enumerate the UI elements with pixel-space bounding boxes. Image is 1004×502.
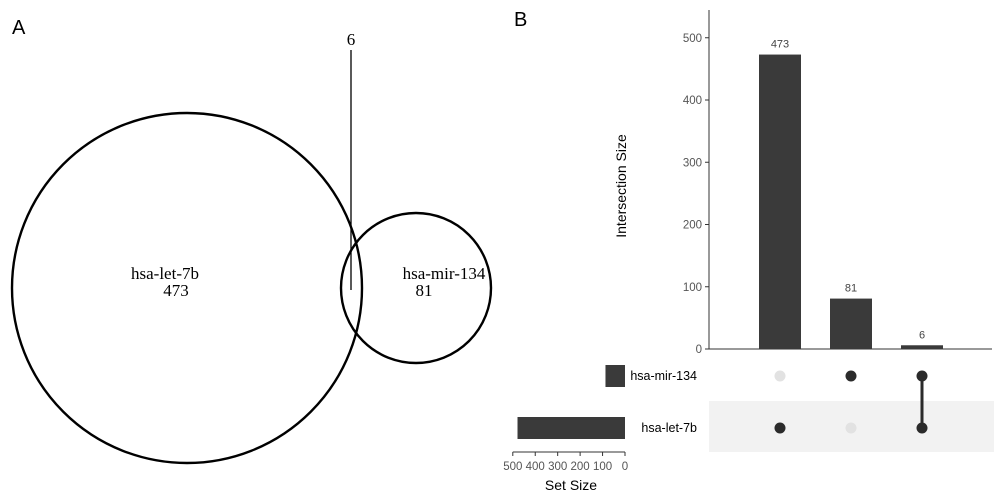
intersection-bar — [830, 298, 872, 349]
intersection-bar — [901, 345, 943, 349]
intersection-bar-label: 473 — [771, 39, 789, 51]
venn-set-name-mir-134: hsa-mir-134 — [403, 264, 486, 283]
panel-b-label: B — [514, 9, 527, 31]
y-tick-label: 300 — [683, 157, 702, 169]
y-axis-title: Intersection Size — [613, 134, 629, 238]
y-tick-label: 400 — [683, 95, 702, 107]
intersection-bar-label: 81 — [845, 283, 857, 295]
set-size-bar — [605, 365, 625, 387]
set-size-tick-label: 200 — [571, 461, 590, 473]
venn-set-count-mir-134: 81 — [416, 281, 433, 300]
set-size-axis-title: Set Size — [545, 477, 597, 493]
y-tick-label: 200 — [683, 220, 702, 232]
intersection-bar — [759, 54, 801, 350]
y-tick-label: 100 — [683, 282, 702, 294]
venn-diagram: 6 hsa-let-7b 473 hsa-mir-134 81 — [10, 30, 493, 465]
intersection-bar-label: 6 — [919, 329, 925, 341]
matrix-dot-active — [916, 422, 928, 434]
set-size-tick-label: 500 — [503, 461, 522, 473]
matrix-dot-inactive — [845, 422, 857, 434]
set-row-label: hsa-mir-134 — [630, 369, 697, 383]
panel-a-label: A — [12, 17, 26, 39]
venn-set-name-let-7b: hsa-let-7b — [131, 264, 199, 283]
matrix-dot-active — [774, 422, 786, 434]
y-tick-label: 500 — [683, 33, 702, 45]
set-size-tick-label: 100 — [593, 461, 612, 473]
set-row-label: hsa-let-7b — [641, 421, 697, 435]
matrix-dot-active — [845, 370, 857, 382]
matrix-dot-active — [916, 370, 928, 382]
upset-plot: Intersection Size Set Size 0100200300400… — [503, 10, 994, 493]
set-size-tick-label: 0 — [622, 461, 628, 473]
y-tick-label: 0 — [696, 344, 702, 356]
venn-intersection-count: 6 — [347, 30, 356, 49]
matrix-dot-inactive — [774, 370, 786, 382]
venn-circle-mir-134 — [339, 211, 493, 365]
set-size-tick-label: 300 — [548, 461, 567, 473]
venn-circle-let-7b — [10, 111, 364, 465]
venn-set-count-let-7b: 473 — [163, 281, 189, 300]
set-size-tick-label: 400 — [526, 461, 545, 473]
set-size-bar — [517, 417, 625, 439]
